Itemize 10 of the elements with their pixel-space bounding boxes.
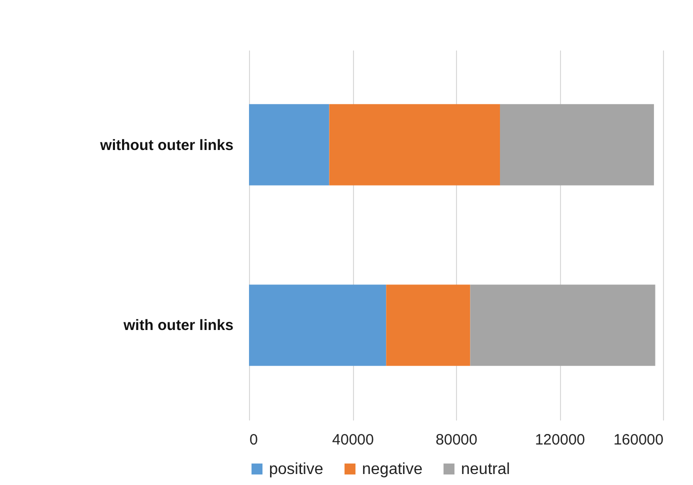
- x-tick-label: 0: [250, 432, 258, 448]
- x-tick-label: 160000: [613, 432, 664, 448]
- legend-label: neutral: [461, 461, 510, 478]
- x-tick-label: 80000: [436, 432, 478, 448]
- legend-label: negative: [362, 461, 423, 478]
- y-tick-label: with outer links: [122, 317, 234, 334]
- y-tick-label: without outer links: [99, 136, 234, 154]
- x-tick-label: 40000: [332, 432, 374, 448]
- x-tick-label: 120000: [534, 432, 586, 448]
- legend-label: positive: [269, 461, 324, 478]
